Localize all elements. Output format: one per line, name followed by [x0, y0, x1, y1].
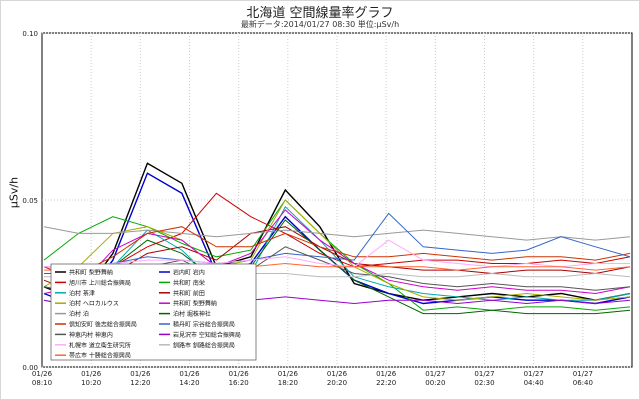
grid-lines: [42, 32, 632, 368]
legend-label: 神恵内村 神恵内: [69, 331, 113, 339]
x-tick-date: 01/26: [179, 370, 200, 378]
legend-label: 岩見沢市 空知総合振興局: [173, 331, 241, 339]
chart-subtitle: 最新データ:2014/01/27 08:30 単位:μSv/h: [240, 20, 400, 29]
series-line: [43, 226, 631, 241]
series-line: [44, 212, 631, 268]
x-tick-time: 22:20: [376, 379, 396, 387]
x-tick-time: 20:20: [327, 379, 347, 387]
x-tick-time: 12:20: [130, 379, 150, 387]
legend-label: 札幌市 道立衛生研究所: [69, 341, 131, 349]
legend-label: 帯広市 十勝総合振興局: [69, 352, 131, 360]
legend-label: 共和町 南栄: [173, 279, 205, 287]
series-line: [43, 199, 631, 301]
x-tick-date: 01/26: [81, 370, 102, 378]
legend-label: 倶知安町 後志総合振興局: [69, 321, 137, 329]
x-tick-time: 08:10: [32, 379, 52, 387]
y-tick-label: 0.05: [22, 197, 38, 205]
x-tick-date: 01/27: [425, 370, 445, 378]
series-line: [43, 199, 631, 311]
x-tick-date: 01/26: [278, 370, 299, 378]
legend-box: [50, 263, 257, 361]
chart-title: 北海道 空間線量率グラフ: [246, 6, 394, 21]
legend-label: 共和町 梨野舞納: [173, 300, 217, 308]
x-tick-time: 02:30: [474, 379, 494, 387]
legend-label: 釧路市 釧路総合振興局: [173, 341, 235, 349]
x-tick-time: 18:20: [278, 379, 298, 387]
x-tick-date: 01/27: [524, 370, 544, 378]
series-line: [44, 226, 631, 274]
x-tick-time: 04:40: [524, 379, 544, 387]
x-tick-time: 10:20: [81, 379, 101, 387]
series-line: [43, 192, 631, 281]
x-tick-date: 01/26: [130, 370, 151, 378]
x-tick-labels: 01/2608:1001/2610:2001/2612:2001/2614:20…: [32, 370, 593, 387]
series-line: [43, 226, 631, 295]
x-tick-date: 01/27: [573, 370, 593, 378]
legend-label: 共和町 梨野舞納: [69, 269, 113, 277]
legend-label: 岩内町 岩内: [173, 269, 205, 277]
legend-label: 泊村 堀株神社: [173, 310, 211, 318]
legend-label: 共和町 前田: [173, 289, 205, 297]
y-tick-labels: 0.00 0.05 0.10: [22, 30, 38, 372]
x-tick-time: 06:40: [573, 379, 593, 387]
x-tick-time: 16:20: [229, 379, 249, 387]
legend-label: 積丹町 宗谷総合振興局: [173, 321, 235, 329]
x-tick-date: 01/27: [474, 370, 494, 378]
y-tick-label: 0.10: [22, 30, 38, 38]
legend-label: 泊村 茶津: [69, 289, 95, 297]
x-tick-date: 01/26: [327, 370, 348, 378]
legend-label: 泊村 泊: [69, 310, 89, 318]
x-tick-date: 01/26: [32, 370, 53, 378]
x-tick-time: 14:20: [179, 379, 199, 387]
x-tick-date: 01/26: [376, 370, 397, 378]
series-line: [44, 239, 630, 268]
x-tick-date: 01/26: [229, 370, 250, 378]
y-tick-label: 0.00: [22, 364, 38, 372]
x-tick-time: 00:20: [425, 379, 445, 387]
legend-label: 旭川市 上川総合振興局: [69, 279, 131, 287]
legend-label: 泊村 ヘロカルウス: [69, 300, 119, 308]
